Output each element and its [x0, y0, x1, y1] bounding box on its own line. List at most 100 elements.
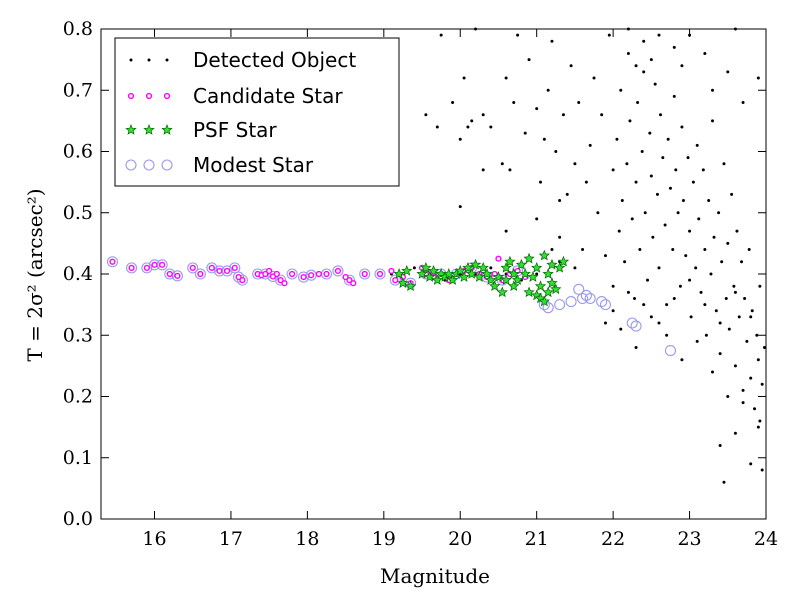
x-tick-label: 22 — [601, 528, 625, 550]
point-open-circle — [577, 292, 589, 305]
point-dot — [703, 248, 707, 251]
point-dot — [489, 125, 493, 129]
point-star — [485, 274, 497, 285]
series-psf-star — [393, 249, 570, 307]
point-dot — [653, 82, 657, 86]
point-open-circle — [233, 271, 245, 283]
point-dot — [584, 180, 588, 184]
point-dot — [762, 346, 766, 349]
point-open-circle — [229, 262, 241, 274]
point-circle — [288, 270, 296, 278]
point-open-circle — [374, 268, 386, 280]
point-dot — [638, 248, 642, 251]
point-dot — [561, 113, 565, 117]
x-tick-label: 19 — [372, 528, 396, 550]
point-dot — [688, 229, 692, 233]
point-star — [420, 261, 432, 273]
point-dot — [636, 101, 640, 104]
point-dot — [758, 419, 762, 423]
point-dot — [617, 229, 621, 233]
point-circle — [128, 264, 135, 271]
point-dot — [756, 425, 760, 429]
point-dot — [733, 290, 737, 294]
x-tick-label: 16 — [142, 528, 166, 550]
point-dot — [722, 162, 726, 166]
point-star — [538, 295, 550, 307]
point-dot — [651, 235, 655, 239]
legend-marker — [161, 124, 173, 135]
point-dot — [699, 290, 703, 294]
point-open-circle — [286, 268, 298, 280]
point-circle — [350, 280, 357, 287]
legend-marker — [129, 58, 133, 62]
point-dot — [648, 131, 652, 135]
point-dot — [726, 241, 730, 245]
point-dot — [707, 199, 711, 202]
point-dot — [640, 150, 644, 153]
point-dot — [539, 180, 543, 184]
point-dot — [633, 297, 637, 300]
point-dot — [701, 168, 705, 172]
point-dot — [412, 266, 416, 270]
point-dot — [733, 364, 737, 368]
point-star — [427, 264, 440, 276]
point-circle — [231, 264, 238, 271]
point-circle — [216, 267, 223, 275]
point-dot — [643, 211, 647, 215]
point-dot — [718, 321, 722, 325]
point-star — [492, 271, 505, 282]
legend-item: PSF Star — [125, 118, 277, 142]
point-dot — [626, 52, 630, 55]
point-open-circle — [599, 299, 612, 311]
point-star — [523, 252, 535, 264]
point-dot — [740, 260, 744, 264]
point-dot — [709, 272, 713, 276]
point-dot — [732, 284, 736, 288]
point-dot — [727, 327, 731, 331]
point-circle — [308, 272, 315, 279]
point-star — [477, 261, 489, 273]
point-dot — [680, 358, 684, 362]
point-dot — [697, 217, 701, 221]
point-dot — [558, 235, 562, 239]
point-dot — [712, 235, 716, 239]
point-dot — [596, 211, 600, 215]
point-star — [393, 268, 405, 279]
point-dot — [741, 401, 745, 405]
point-circle — [361, 270, 368, 278]
point-dot — [659, 113, 663, 117]
point-dot — [500, 162, 504, 166]
point-open-circle — [126, 262, 138, 274]
point-dot — [760, 468, 764, 472]
point-circle — [239, 277, 246, 284]
point-dot — [741, 101, 745, 104]
point-dot — [665, 303, 669, 307]
point-star — [546, 258, 558, 270]
legend-label: Candidate Star — [193, 84, 343, 108]
point-star — [542, 268, 554, 279]
point-dot — [619, 88, 623, 92]
point-star — [523, 286, 535, 298]
point-dot — [694, 266, 698, 270]
point-star — [542, 286, 554, 298]
legend-marker — [163, 92, 171, 100]
point-star — [500, 261, 512, 273]
point-dot — [535, 272, 539, 276]
point-dot — [424, 113, 428, 117]
point-circle — [281, 280, 288, 287]
point-dot — [710, 370, 714, 374]
point-dot — [684, 254, 688, 258]
point-dot — [703, 52, 707, 55]
point-circle — [392, 277, 399, 284]
point-dot — [554, 150, 558, 153]
point-dot — [747, 248, 751, 251]
point-dot — [535, 217, 539, 221]
point-star — [454, 265, 466, 276]
point-dot — [512, 101, 516, 104]
legend-marker — [143, 124, 155, 135]
point-dot — [735, 229, 739, 233]
point-dot — [642, 39, 646, 43]
legend-marker — [127, 92, 135, 100]
point-open-circle — [596, 296, 608, 308]
x-axis-label: Magnitude — [380, 564, 490, 588]
